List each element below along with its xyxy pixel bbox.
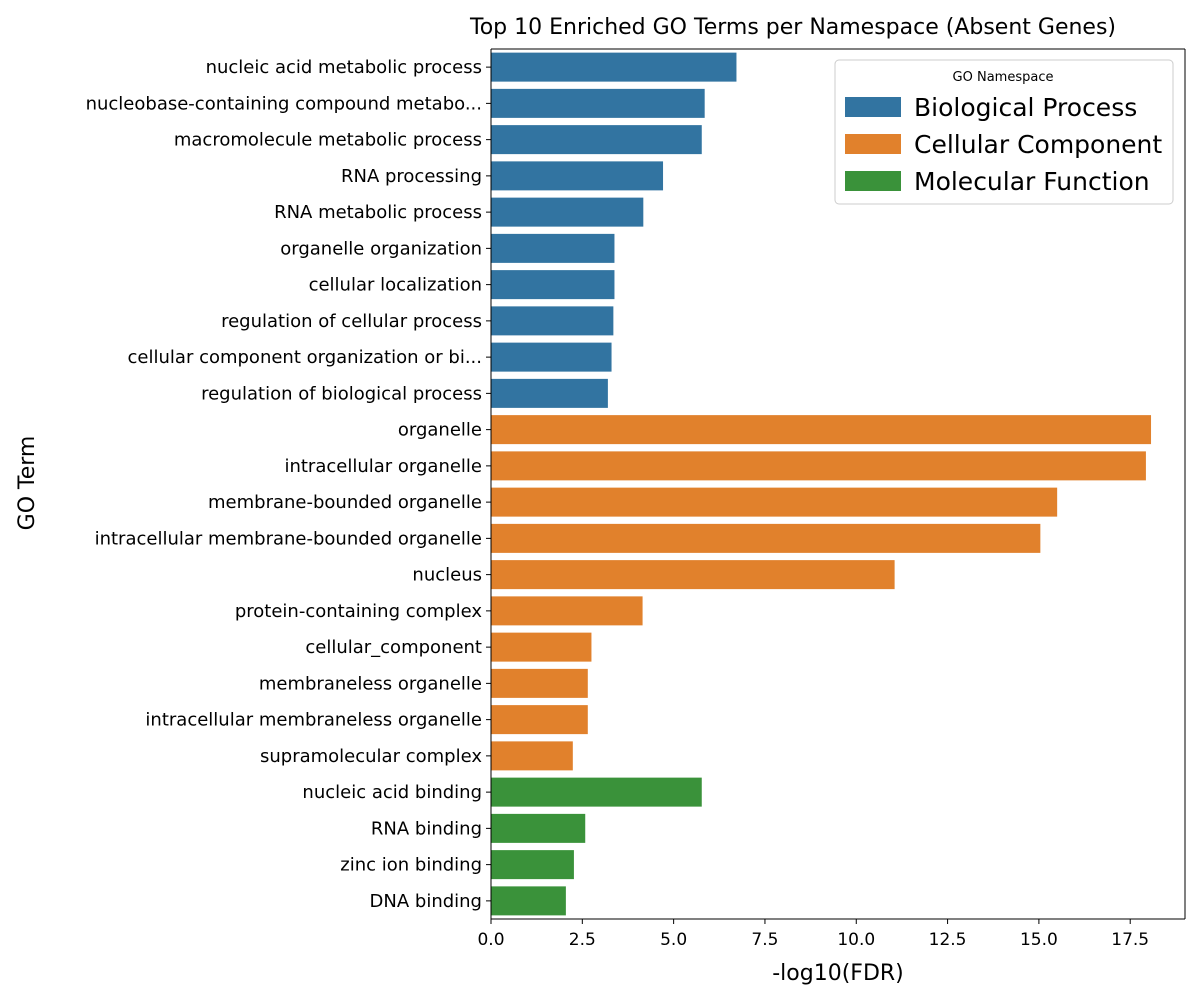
y-tick-label: nucleic acid metabolic process	[206, 57, 482, 78]
legend-label: Cellular Component	[914, 130, 1162, 159]
y-tick-label: nucleic acid binding	[302, 782, 482, 803]
bar	[491, 197, 644, 227]
x-tick-label: 7.5	[751, 930, 778, 950]
bar	[491, 161, 664, 191]
x-axis-label: -log10(FDR)	[772, 961, 904, 986]
bar	[491, 813, 586, 843]
y-tick-label: cellular_component	[305, 637, 482, 658]
bar	[491, 741, 573, 771]
x-tick-label: 12.5	[929, 930, 967, 950]
x-tick-label: 2.5	[569, 930, 596, 950]
y-tick-label: cellular localization	[309, 275, 482, 296]
bar	[491, 632, 592, 662]
bar	[491, 306, 614, 336]
bar	[491, 705, 588, 735]
x-ticks: 0.0 2.5 5.0 7.5 10.0 12.5 15.0 17.5	[477, 919, 1149, 950]
y-tick-label: intracellular organelle	[284, 456, 482, 477]
legend-swatch	[845, 171, 901, 191]
y-tick-label: RNA binding	[371, 818, 482, 839]
bar	[491, 487, 1058, 517]
y-tick-label: membrane-bounded organelle	[208, 492, 482, 513]
y-tick-label: RNA metabolic process	[274, 202, 482, 223]
legend-label: Molecular Function	[914, 167, 1150, 196]
y-tick-label: nucleus	[412, 565, 482, 586]
bar	[491, 52, 737, 82]
y-tick-label: cellular component organization or bi...	[128, 347, 482, 368]
bar	[491, 378, 608, 408]
bar	[491, 523, 1041, 553]
legend-swatch	[845, 97, 901, 117]
bar	[491, 886, 566, 916]
bar	[491, 125, 702, 155]
bar	[491, 777, 702, 807]
legend-swatch	[845, 134, 901, 154]
bar	[491, 270, 615, 300]
bar	[491, 88, 705, 118]
bar	[491, 668, 588, 698]
y-tick-label: intracellular membraneless organelle	[145, 710, 482, 731]
bar	[491, 342, 612, 372]
legend-box	[834, 59, 1174, 205]
y-tick-label: regulation of cellular process	[221, 311, 482, 332]
bars-group	[491, 52, 1152, 916]
chart-title: Top 10 Enriched GO Terms per Namespace (…	[469, 15, 1116, 40]
y-tick-label: regulation of biological process	[201, 383, 482, 404]
bar	[491, 560, 895, 590]
y-tick-label: zinc ion binding	[340, 855, 482, 876]
y-tick-label: supramolecular complex	[260, 746, 482, 767]
y-tick-label: membraneless organelle	[259, 673, 482, 694]
y-tick-label: intracellular membrane-bounded organelle	[95, 528, 482, 549]
legend: GO Namespace Biological Process Cellular C…	[834, 59, 1174, 205]
x-tick-label: 5.0	[660, 930, 687, 950]
bar	[491, 850, 574, 880]
x-tick-label: 17.5	[1111, 930, 1149, 950]
y-tick-label: DNA binding	[370, 891, 482, 912]
bar	[491, 596, 643, 626]
legend-title: GO Namespace	[953, 70, 1054, 85]
y-tick-labels: nucleic acid metabolic process nucleobase…	[86, 57, 491, 912]
bar	[491, 451, 1146, 481]
bar	[491, 415, 1152, 445]
legend-label: Biological Process	[914, 93, 1137, 122]
y-tick-label: nucleobase-containing compound metabo...	[86, 93, 482, 114]
y-tick-label: RNA processing	[341, 166, 482, 187]
x-tick-label: 15.0	[1020, 930, 1058, 950]
x-tick-label: 0.0	[477, 930, 504, 950]
y-tick-label: protein-containing complex	[235, 601, 482, 622]
y-axis-label: GO Term	[15, 436, 40, 531]
x-tick-label: 10.0	[837, 930, 875, 950]
y-tick-label: organelle	[398, 420, 482, 441]
axes	[490, 48, 1186, 920]
y-tick-label: organelle organization	[280, 238, 482, 259]
bar	[491, 233, 615, 263]
y-tick-label: macromolecule metabolic process	[174, 130, 482, 151]
